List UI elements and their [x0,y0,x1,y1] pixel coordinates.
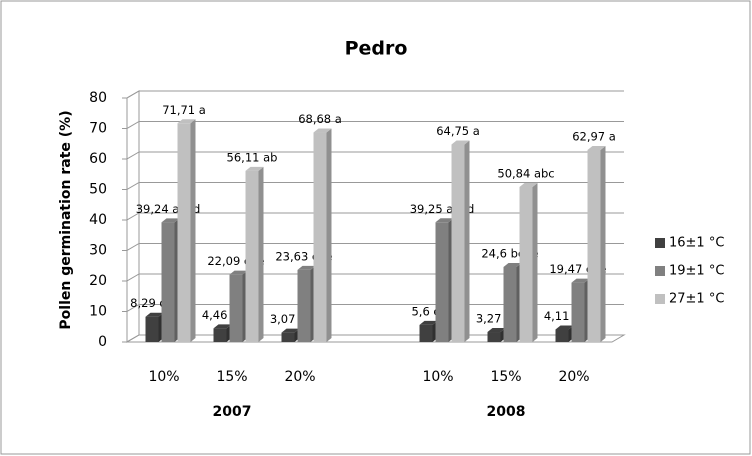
y-tick-label: 50 [89,182,107,198]
bar-side [600,145,606,342]
bar-top [435,218,454,223]
bar-top [555,325,574,330]
y-tick-label: 0 [98,334,107,350]
bar-side [464,140,470,342]
bar-side [532,182,538,342]
bar [145,316,159,342]
y-tick-label: 70 [89,121,107,137]
legend-swatch [655,238,665,248]
bar [419,324,433,342]
floor [125,334,626,343]
bar-top [503,262,522,267]
value-label: 64,75 a [436,124,480,138]
bar-top [313,128,332,133]
bar [571,282,585,342]
y-tick-label: 40 [89,212,107,228]
grid-line [126,121,624,129]
x-tick-label: 15% [216,369,247,385]
bar [245,170,259,342]
legend-label: 16±1 °C [669,236,724,251]
value-label: 4,11 e [544,309,580,323]
bar [487,332,501,342]
value-label: 3,27 e [476,312,512,326]
bar [519,186,533,342]
bar-top [161,218,180,223]
bar [587,149,601,342]
grid-line [126,90,624,99]
bar-side [258,166,264,342]
bar-top [519,182,538,187]
legend-label: 19±1 °C [669,264,724,279]
x-tick-label: 15% [490,369,521,385]
y-tick-label: 10 [89,304,107,320]
bar [313,132,327,342]
bar-top [245,166,264,171]
value-label: 62,97 a [572,129,616,143]
bar-top [297,265,316,270]
bar-top [213,324,232,329]
legend-label: 27±1 °C [669,292,724,307]
group-label: 2008 [487,404,526,420]
y-tick-label: 60 [89,151,107,167]
bar-top [451,140,470,145]
x-tick-label: 10% [148,369,179,385]
bar-top [281,328,300,333]
bar-top [587,145,606,150]
legend-swatch [655,266,665,276]
bar-top [177,119,196,124]
bar-side [190,119,196,342]
x-tick-label: 20% [284,369,315,385]
value-label: 5,6 e [411,304,440,318]
y-tick-label: 80 [89,90,107,106]
bar [161,222,175,342]
value-label: 71,71 a [162,103,206,117]
bar [503,266,517,342]
bar-top [487,328,506,333]
bar [297,269,311,342]
legend-swatch [655,294,665,304]
y-tick-label: 20 [89,273,107,289]
y-axis-title: Pollen germination rate (%) [58,110,74,329]
x-tick-label: 20% [558,369,589,385]
bar-side [326,128,332,342]
bar [177,123,191,342]
bar-top [571,278,590,283]
y-tick-label: 30 [89,243,107,259]
bar [229,274,243,342]
bar [555,329,569,342]
bar-top [145,312,164,317]
bar [435,222,449,342]
value-label: 3,07 e [270,312,306,326]
bar [213,328,227,342]
group-label: 2007 [213,404,252,420]
bar-top [229,270,248,275]
chart-title: Pedro [345,38,408,60]
value-label: 56,11 ab [227,150,278,164]
bar [281,332,295,342]
value-label: 50,84 abc [497,166,554,180]
value-label: 68,68 a [298,112,342,126]
x-tick-label: 10% [422,369,453,385]
bar-top [419,320,438,325]
bar [451,144,465,342]
value-label: 4,46 e [202,308,238,322]
